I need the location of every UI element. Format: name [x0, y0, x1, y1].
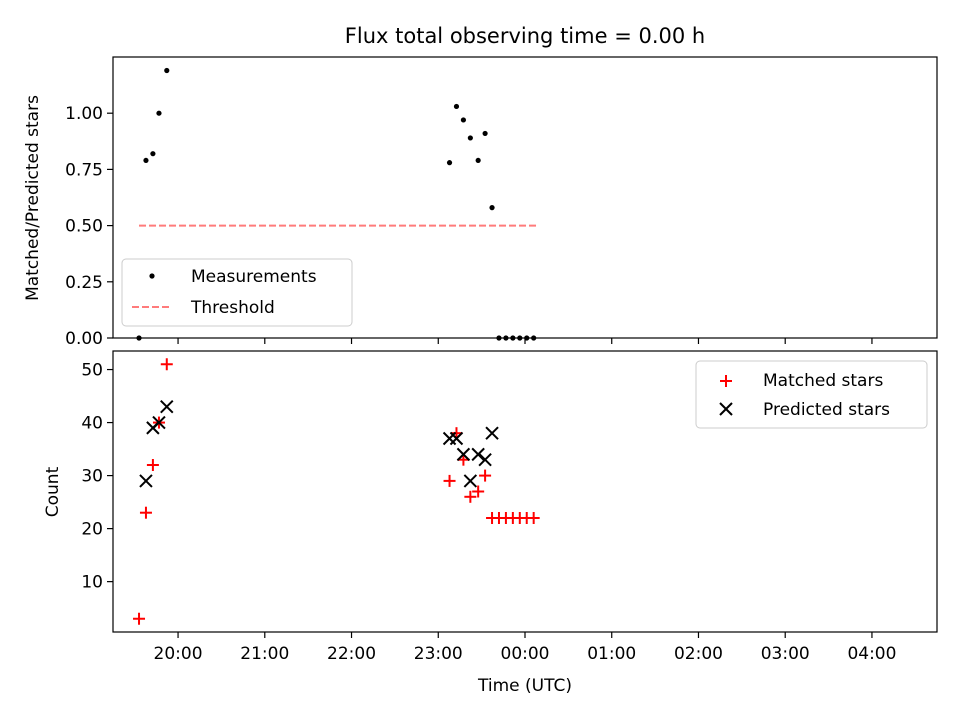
measurement-point: [446, 160, 453, 166]
y-tick-label: 1.00: [65, 104, 103, 124]
bottom-x-ticks: 20:00 21:00 22:00 23:00 00:00 01:00 02:00 03:00…: [154, 632, 896, 664]
predicted-point: [442, 431, 457, 446]
matched-point: [527, 512, 540, 525]
measurement-point: [467, 135, 473, 141]
legend-matched-marker: [720, 375, 732, 387]
predicted-point: [160, 399, 174, 414]
matched-point: [479, 469, 492, 482]
bottom-legend: Matched stars Predicted stars: [695, 360, 928, 429]
measurement-point: [453, 103, 460, 110]
predicted-point: [152, 415, 166, 430]
x-tick-label: 21:00: [240, 644, 289, 664]
x-tick-label: 02:00: [674, 644, 723, 664]
x-tick-label: 23:00: [414, 644, 463, 664]
matched-point: [472, 485, 485, 498]
top-x-ticks: [177, 338, 873, 344]
y-tick-label: 0.75: [65, 160, 103, 180]
predicted-point: [471, 447, 485, 462]
predicted-point: [485, 426, 499, 440]
measurement-point: [475, 157, 481, 164]
y-tick-label: 30: [81, 467, 103, 487]
chart-title: Flux total observing time = 0.00 h: [345, 24, 705, 48]
legend-matched-label: Matched stars: [763, 371, 883, 391]
y-tick-label: 10: [81, 573, 103, 593]
measurement-point: [156, 110, 162, 116]
predicted-point: [456, 447, 471, 462]
x-tick-label: 22:00: [327, 644, 376, 664]
matched-point: [443, 474, 456, 487]
x-axis-label: Time (UTC): [477, 676, 572, 696]
bottom-plot-marks: [133, 358, 540, 625]
bottom-y-ticks: 10 20 30 40 50: [81, 361, 113, 593]
legend-threshold-label: Threshold: [190, 298, 275, 318]
y-tick-label: 50: [81, 361, 103, 381]
predicted-point: [463, 474, 478, 488]
measurement-point: [482, 130, 488, 137]
top-panel: 0.00 0.25 0.50 0.75 1.00 Matched/Predicted s…: [23, 56, 938, 349]
x-tick-label: 20:00: [154, 644, 203, 664]
measurement-point: [150, 151, 156, 157]
matched-point: [139, 506, 152, 519]
x-tick-label: 01:00: [587, 644, 636, 664]
measurement-point: [460, 117, 467, 123]
top-plot-marks: [136, 67, 539, 341]
bottom-y-axis-label: Count: [43, 466, 63, 517]
legend-measurements-marker: [149, 273, 155, 279]
legend-predicted-label: Predicted stars: [763, 400, 890, 420]
predicted-point: [449, 431, 464, 446]
y-tick-label: 0.50: [65, 217, 103, 237]
matched-point: [160, 358, 173, 371]
y-tick-label: 0.00: [65, 329, 103, 349]
predicted-point: [478, 452, 492, 467]
measurement-point: [489, 205, 495, 211]
top-legend-box: [121, 258, 353, 327]
legend-predicted-marker: [719, 402, 733, 416]
x-tick-label: 00:00: [501, 644, 550, 664]
measurement-point: [143, 157, 149, 164]
matched-point: [146, 458, 159, 471]
y-tick-label: 0.25: [65, 273, 103, 293]
matched-point: [133, 612, 146, 625]
predicted-point: [139, 474, 153, 488]
x-tick-label: 04:00: [847, 644, 896, 664]
bottom-legend-box: [695, 360, 928, 429]
x-tick-label: 03:00: [761, 644, 810, 664]
top-y-ticks: 0.00 0.25 0.50 0.75 1.00: [65, 104, 113, 349]
measurement-point: [164, 67, 170, 74]
matched-point: [464, 490, 477, 503]
y-tick-label: 20: [81, 520, 103, 540]
top-legend: Measurements Threshold: [121, 258, 353, 327]
legend-measurements-label: Measurements: [191, 267, 317, 287]
top-y-axis-label: Matched/Predicted stars: [23, 95, 43, 301]
bottom-panel: 10 20 30 40 50 20:00 21:00 22:00 23:00 00:00 01:0…: [43, 350, 938, 696]
y-tick-label: 40: [81, 414, 103, 434]
